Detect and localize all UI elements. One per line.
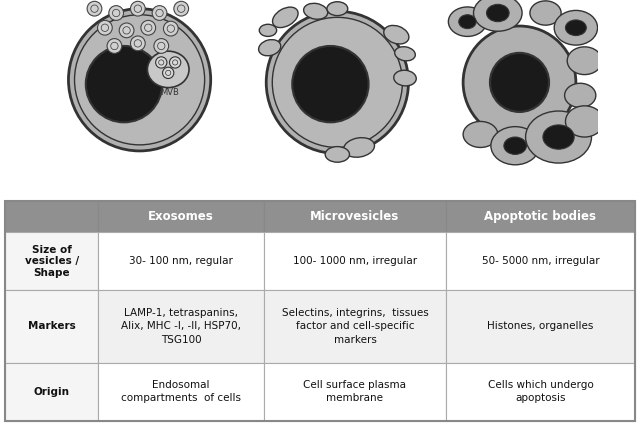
- Ellipse shape: [486, 4, 509, 22]
- Text: Size of
vesicles /
Shape: Size of vesicles / Shape: [24, 245, 79, 278]
- Ellipse shape: [566, 20, 586, 36]
- Ellipse shape: [266, 11, 408, 154]
- Bar: [264, 201, 446, 232]
- Text: 50- 5000 nm, irregular: 50- 5000 nm, irregular: [482, 256, 599, 266]
- Ellipse shape: [101, 24, 109, 32]
- Ellipse shape: [543, 125, 574, 149]
- Ellipse shape: [123, 27, 131, 34]
- Ellipse shape: [166, 70, 171, 75]
- Bar: [264, 290, 446, 363]
- Bar: [99, 201, 264, 232]
- Ellipse shape: [157, 42, 165, 50]
- Ellipse shape: [384, 26, 409, 44]
- Text: Endosomal
compartments  of cells: Endosomal compartments of cells: [121, 380, 241, 403]
- Ellipse shape: [344, 138, 374, 157]
- Bar: [446, 201, 635, 232]
- Ellipse shape: [86, 46, 162, 122]
- Ellipse shape: [325, 147, 349, 162]
- Ellipse shape: [566, 106, 604, 137]
- Ellipse shape: [491, 126, 540, 165]
- Ellipse shape: [394, 70, 416, 86]
- Ellipse shape: [97, 20, 112, 35]
- Ellipse shape: [303, 3, 328, 19]
- Ellipse shape: [174, 1, 189, 16]
- Text: Microvesicles: Microvesicles: [310, 210, 399, 223]
- Ellipse shape: [119, 23, 134, 38]
- Ellipse shape: [134, 5, 141, 13]
- Bar: [5, 232, 99, 290]
- Bar: [264, 232, 446, 290]
- Bar: [446, 363, 635, 421]
- Ellipse shape: [154, 39, 169, 53]
- Ellipse shape: [68, 9, 211, 151]
- Ellipse shape: [141, 20, 156, 35]
- Ellipse shape: [113, 10, 120, 17]
- Text: 100- 1000 nm, irregular: 100- 1000 nm, irregular: [293, 256, 417, 266]
- Ellipse shape: [459, 15, 476, 29]
- Ellipse shape: [147, 51, 189, 87]
- Ellipse shape: [272, 17, 403, 148]
- Bar: [99, 290, 264, 363]
- Text: Histones, organelles: Histones, organelles: [487, 321, 594, 332]
- Ellipse shape: [152, 6, 167, 20]
- Ellipse shape: [525, 111, 591, 163]
- Bar: [264, 363, 446, 421]
- Ellipse shape: [504, 137, 527, 155]
- Text: Selectins, integrins,  tissues
factor and cell-specific
markers: Selectins, integrins, tissues factor and…: [282, 308, 428, 345]
- Ellipse shape: [167, 25, 175, 32]
- Ellipse shape: [449, 7, 486, 36]
- Ellipse shape: [131, 36, 145, 51]
- Ellipse shape: [273, 7, 298, 28]
- Ellipse shape: [463, 121, 498, 148]
- Bar: [5, 201, 99, 232]
- Ellipse shape: [173, 60, 178, 65]
- Ellipse shape: [567, 47, 602, 74]
- Ellipse shape: [156, 57, 167, 68]
- Ellipse shape: [564, 83, 596, 107]
- Ellipse shape: [259, 24, 276, 36]
- Ellipse shape: [131, 1, 145, 16]
- Ellipse shape: [474, 0, 522, 31]
- Text: 30- 100 nm, regular: 30- 100 nm, regular: [129, 256, 233, 266]
- Ellipse shape: [109, 6, 124, 20]
- Ellipse shape: [395, 47, 415, 61]
- Bar: [446, 232, 635, 290]
- Ellipse shape: [170, 57, 180, 68]
- Ellipse shape: [163, 21, 178, 36]
- Text: Cell surface plasma
membrane: Cell surface plasma membrane: [303, 380, 406, 403]
- Bar: [99, 363, 264, 421]
- Bar: [5, 290, 99, 363]
- Ellipse shape: [327, 2, 348, 16]
- Text: Apoptotic bodies: Apoptotic bodies: [484, 210, 596, 223]
- Text: Origin: Origin: [34, 387, 70, 397]
- Text: MVB: MVB: [161, 88, 179, 97]
- Ellipse shape: [554, 10, 598, 45]
- Bar: [446, 290, 635, 363]
- Ellipse shape: [87, 1, 102, 16]
- Text: LAMP-1, tetraspanins,
Alix, MHC -I, -II, HSP70,
TSG100: LAMP-1, tetraspanins, Alix, MHC -I, -II,…: [121, 308, 241, 345]
- Ellipse shape: [292, 46, 369, 122]
- Ellipse shape: [134, 40, 141, 47]
- Bar: [5, 363, 99, 421]
- Ellipse shape: [91, 5, 98, 13]
- Bar: [99, 232, 264, 290]
- Text: Markers: Markers: [28, 321, 76, 332]
- Ellipse shape: [156, 10, 163, 17]
- Ellipse shape: [163, 67, 174, 78]
- Text: Exosomes: Exosomes: [148, 210, 214, 223]
- Ellipse shape: [107, 39, 122, 53]
- Ellipse shape: [177, 5, 185, 13]
- Ellipse shape: [463, 26, 576, 139]
- Ellipse shape: [145, 24, 152, 32]
- Ellipse shape: [74, 15, 205, 145]
- Ellipse shape: [490, 53, 549, 112]
- Ellipse shape: [530, 1, 561, 25]
- Ellipse shape: [111, 42, 118, 50]
- Ellipse shape: [259, 40, 281, 56]
- Text: Cells which undergo
apoptosis: Cells which undergo apoptosis: [488, 380, 593, 403]
- Ellipse shape: [159, 60, 164, 65]
